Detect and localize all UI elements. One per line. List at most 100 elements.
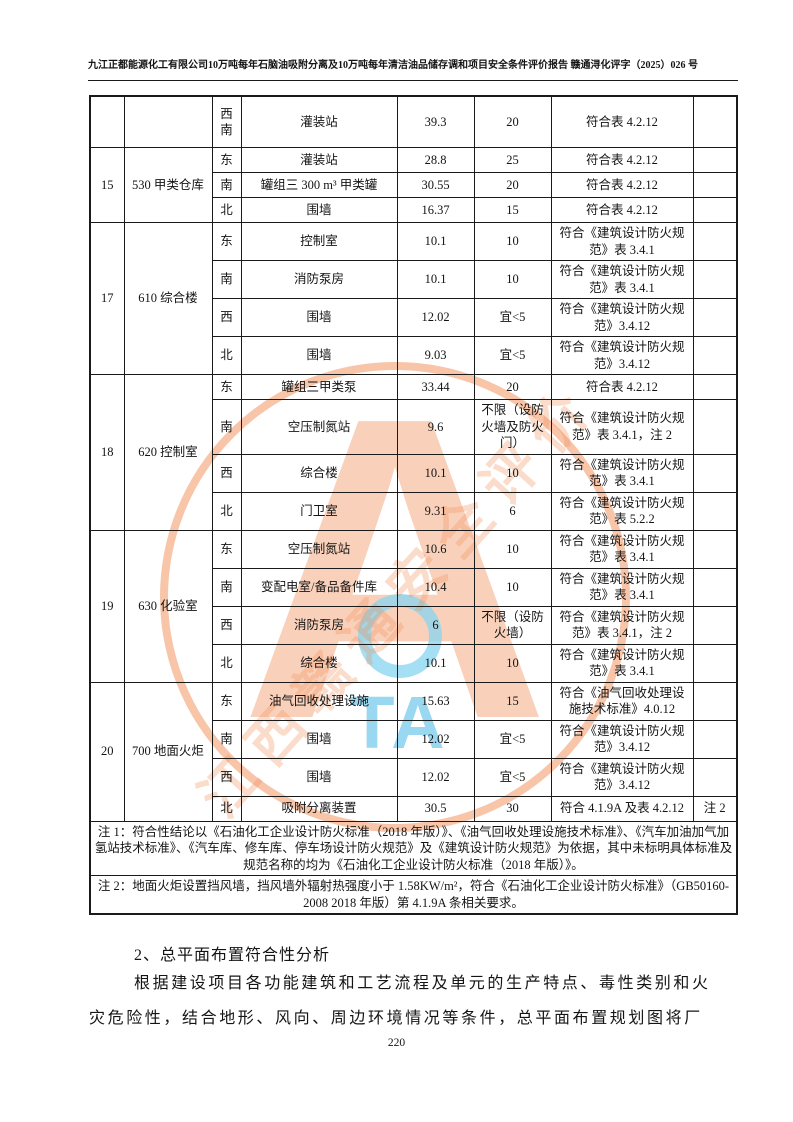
cell-adjacent-facility: 围墙 bbox=[240, 197, 398, 223]
cell-note bbox=[692, 336, 738, 375]
cell-facility-name: 630 化验室 bbox=[123, 529, 213, 683]
cell-direction: 北 bbox=[211, 197, 242, 223]
paragraph-line: 灾危险性，结合地形、风向、周边环境情况等条件，总平面布置规划图将厂 bbox=[89, 1010, 703, 1027]
cell-adjacent-facility: 油气回收处理设施 bbox=[240, 681, 398, 721]
cell-adjacent-facility: 围墙 bbox=[240, 719, 398, 759]
cell-required-distance: 10 bbox=[473, 222, 552, 261]
cell-direction: 北 bbox=[211, 336, 242, 375]
cell-note bbox=[692, 529, 738, 569]
table-note-row: 注 1：符合性结论以《石油化工企业设计防火标准（2018 年版）》、《油气回收处… bbox=[89, 820, 738, 876]
cell-conclusion: 符合《建筑设计防火规范》3.4.12 bbox=[550, 719, 694, 759]
cell-direction: 南 bbox=[211, 172, 242, 198]
cell-required-distance: 10 bbox=[473, 643, 552, 683]
cell-conclusion: 符合《油气回收处理设施技术标准》4.0.12 bbox=[550, 681, 694, 721]
cell-actual-distance: 6 bbox=[396, 605, 475, 645]
cell-note bbox=[692, 757, 738, 797]
paragraph-line: 根据建设项目各功能建筑和工艺流程及单元的生产特点、毒性类别和火 bbox=[134, 975, 711, 992]
table-row: 北围墙 16.37 15 符合表 4.2.12 bbox=[90, 197, 738, 223]
cell-direction: 南 bbox=[211, 399, 242, 455]
cell-actual-distance: 10.4 bbox=[396, 567, 475, 607]
cell-adjacent-facility: 灌装站 bbox=[240, 95, 398, 148]
cell-direction: 南 bbox=[211, 260, 242, 299]
cell-conclusion: 符合《建筑设计防火规范》3.4.12 bbox=[550, 336, 694, 375]
cell-note bbox=[692, 605, 738, 645]
cell-required-distance: 20 bbox=[473, 172, 552, 198]
cell-note bbox=[692, 147, 738, 173]
cell-conclusion: 符合 4.1.9A 及表 4.2.12 bbox=[550, 795, 694, 822]
cell-actual-distance: 30.5 bbox=[396, 795, 475, 822]
cell-required-distance: 不限（设防火墙及防火门） bbox=[473, 399, 552, 455]
table-row: 15 530 甲类仓库东灌装站 28.8 25 符合表 4.2.12 bbox=[89, 147, 738, 223]
cell-conclusion: 符合《建筑设计防火规范》表 3.4.1 bbox=[550, 453, 694, 493]
cell-actual-distance: 9.31 bbox=[396, 491, 475, 531]
cell-actual-distance: 12.02 bbox=[396, 719, 475, 759]
cell-required-distance: 宜<5 bbox=[473, 298, 552, 337]
cell-adjacent-facility: 围墙 bbox=[240, 757, 398, 797]
cell-direction: 南 bbox=[211, 719, 242, 759]
table-note: 注 2：地面火炬设置挡风墙，挡风墙外辐射热强度小于 1.58KW/m²，符合《石… bbox=[89, 875, 738, 915]
cell-note bbox=[692, 374, 738, 400]
cell-conclusion: 符合《建筑设计防火规范》表 3.4.1，注 2 bbox=[550, 605, 694, 645]
cell-note bbox=[692, 719, 738, 759]
cell-conclusion: 符合《建筑设计防火规范》表 3.4.1 bbox=[550, 260, 694, 299]
cell-conclusion: 符合《建筑设计防火规范》3.4.12 bbox=[550, 757, 694, 797]
cell-actual-distance: 28.8 bbox=[396, 147, 475, 173]
cell-facility-name: 620 控制室 bbox=[123, 374, 213, 531]
cell-conclusion: 符合《建筑设计防火规范》表 3.4.1 bbox=[550, 222, 694, 261]
cell-actual-distance: 10.1 bbox=[396, 222, 475, 261]
cell-adjacent-facility: 综合楼 bbox=[240, 643, 398, 683]
cell-direction: 西 bbox=[211, 453, 242, 493]
cell-conclusion: 符合表 4.2.12 bbox=[550, 147, 694, 173]
cell-direction: 东 bbox=[211, 681, 242, 721]
cell-direction: 东 bbox=[211, 222, 242, 261]
section-heading: 2、总平面布置符合性分析 bbox=[134, 947, 331, 964]
page-number: 220 bbox=[387, 1037, 406, 1049]
cell-direction: 东 bbox=[211, 374, 242, 400]
cell-required-distance: 20 bbox=[473, 95, 552, 148]
cell-direction: 西 bbox=[211, 757, 242, 797]
table-row: 西南 灌装站 39.3 20 符合表 4.2.12 bbox=[89, 95, 738, 148]
cell-note bbox=[692, 399, 738, 455]
cell-adjacent-facility: 空压制氮站 bbox=[240, 399, 398, 455]
cell-adjacent-facility: 变配电室/备品备件库 bbox=[240, 567, 398, 607]
cell-direction: 北 bbox=[211, 643, 242, 683]
cell-adjacent-facility: 门卫室 bbox=[240, 491, 398, 531]
table-row: 西消防泵房 6 不限（设防火墙） 符合《建筑设计防火规范》表 3.4.1，注 2 bbox=[90, 605, 738, 645]
cell-adjacent-facility: 罐组三甲类泵 bbox=[240, 374, 398, 400]
cell-note bbox=[692, 643, 738, 683]
cell-actual-distance: 12.02 bbox=[396, 757, 475, 797]
cell-conclusion: 符合表 4.2.12 bbox=[550, 197, 694, 223]
cell-actual-distance: 10.6 bbox=[396, 529, 475, 569]
table-row: 20 700 地面火炬东油气回收处理设施 15.63 15 符合《油气回收处理设施技术标… bbox=[89, 681, 738, 822]
cell-index: 17 bbox=[89, 222, 125, 375]
cell-required-distance: 30 bbox=[473, 795, 552, 822]
cell-adjacent-facility: 吸附分离装置 bbox=[240, 795, 398, 822]
cell-required-distance: 宜<5 bbox=[473, 336, 552, 375]
cell-conclusion: 符合表 4.2.12 bbox=[550, 374, 694, 400]
cell-adjacent-facility: 消防泵房 bbox=[240, 260, 398, 299]
cell-adjacent-facility: 罐组三 300 m³ 甲类罐 bbox=[240, 172, 398, 198]
cell-conclusion: 符合表 4.2.12 bbox=[550, 172, 694, 198]
table-row: 18 620 控制室东罐组三甲类泵 33.44 20 符合表 4.2.12 bbox=[89, 374, 738, 531]
cell-facility-name: 610 综合楼 bbox=[123, 222, 213, 375]
cell-adjacent-facility: 空压制氮站 bbox=[240, 529, 398, 569]
cell-required-distance: 6 bbox=[473, 491, 552, 531]
cell-actual-distance: 10.1 bbox=[396, 643, 475, 683]
table-note: 注 1：符合性结论以《石油化工企业设计防火标准（2018 年版）》、《油气回收处… bbox=[89, 820, 738, 876]
body-paragraph: 根据建设项目各功能建筑和工艺流程及单元的生产特点、毒性类别和火 灾危险性，结合地… bbox=[89, 966, 741, 1036]
cell-required-distance: 10 bbox=[473, 567, 552, 607]
table-row: 西综合楼 10.1 10 符合《建筑设计防火规范》表 3.4.1 bbox=[90, 453, 738, 493]
cell-conclusion: 符合《建筑设计防火规范》表 5.2.2 bbox=[550, 491, 694, 531]
cell-required-distance: 20 bbox=[473, 374, 552, 400]
cell-required-distance: 10 bbox=[473, 260, 552, 299]
cell-note bbox=[692, 197, 738, 223]
cell-facility-name bbox=[123, 95, 213, 148]
cell-actual-distance: 9.6 bbox=[396, 399, 475, 455]
table-row: 南变配电室/备品备件库 10.4 10 符合《建筑设计防火规范》表 3.4.1 bbox=[90, 567, 738, 607]
cell-note bbox=[692, 567, 738, 607]
cell-note bbox=[692, 298, 738, 337]
cell-actual-distance: 10.1 bbox=[396, 453, 475, 493]
cell-adjacent-facility: 综合楼 bbox=[240, 453, 398, 493]
cell-conclusion: 符合《建筑设计防火规范》表 3.4.1，注 2 bbox=[550, 399, 694, 455]
cell-direction: 北 bbox=[211, 491, 242, 531]
